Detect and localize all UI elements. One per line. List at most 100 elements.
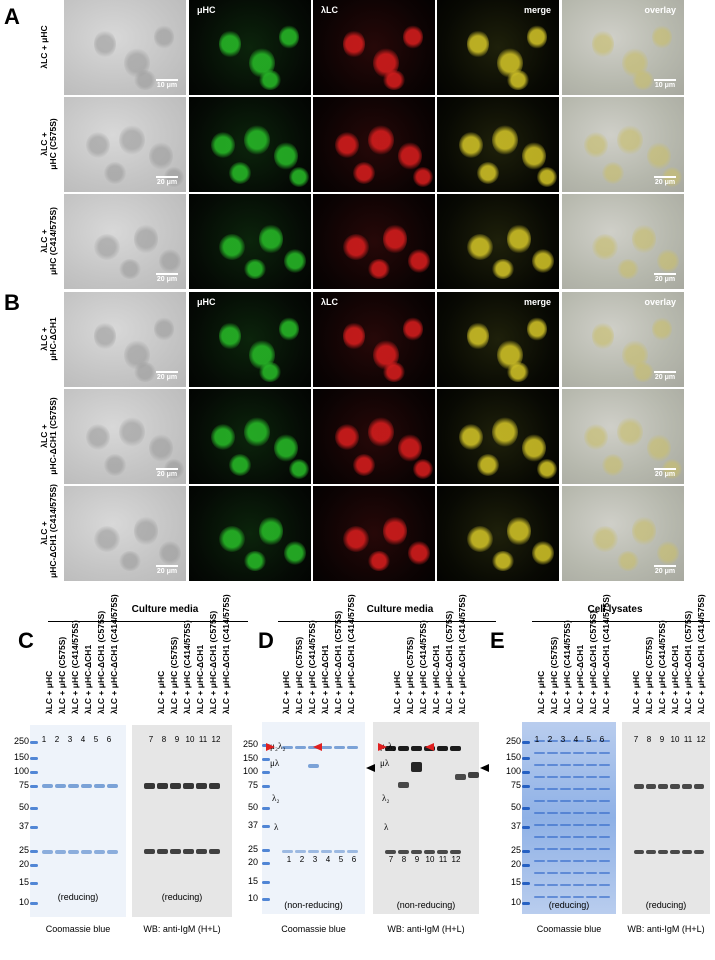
mw-marker-label: 10 [510,897,521,907]
scale-bar-line [654,371,676,373]
gel-band [560,764,571,766]
row-label-line: μHC-ΔCH1 [48,317,58,361]
scale-bar-line [156,273,178,275]
cell-blob [532,249,554,273]
gel-band [547,872,558,874]
gel-band [144,783,155,789]
gel-band [534,800,545,802]
lane-label: λLC + μHC (C575S) [169,636,179,714]
gel-band [573,896,584,898]
gel-band [560,848,571,850]
gel-band [560,812,571,814]
cell-blob [527,25,547,49]
section-line-e [532,621,710,622]
mw-marker-label: 20 [510,859,521,869]
gel-band [347,850,358,853]
cell-blob [632,362,654,382]
lane-number: 3 [560,735,566,744]
gel-band [55,850,66,854]
cell-blob [211,424,235,450]
gel-band [560,788,571,790]
lane-label: λLC + μHC (C414/575S) [70,620,80,714]
panel-label-b: B [4,290,20,315]
scale-bar-label: 20 μm [156,568,178,575]
lane-number: 5 [338,855,344,864]
scale-bar-label: 20 μm [156,471,178,478]
gel-band [450,850,461,854]
gel-band [547,836,558,838]
species-mulambda: μλ [270,758,280,768]
cell-blob [149,434,173,462]
channel-label: λLC [321,5,339,15]
mw-marker-label: 25 [18,845,29,855]
overlay-image: 20 μm [562,97,684,192]
cell-blob [353,162,375,184]
gel-band [455,774,466,780]
caption-wb: WB: anti-IgM (H+L) [143,924,221,934]
uhc-image [189,389,311,484]
gel-band [694,784,704,789]
gel-band [599,896,610,898]
overlay-image: overlay 20 μm [562,292,684,387]
scale-bar: 20 μm [654,176,676,186]
gel-band [321,746,332,749]
gel-band [262,881,270,884]
row-label: λLC + μHC [39,2,58,92]
arrowhead [378,743,387,751]
gel-band [522,826,530,829]
gel-band [534,824,545,826]
mw-marker-label: 50 [510,802,521,812]
caption-coomassie: Coomassie blue [281,924,346,934]
cell-blob [368,551,390,571]
gel-band [437,850,448,854]
row-label-line: λLC + μHC [39,25,49,69]
gel-band [573,872,584,874]
gel-band [81,850,92,854]
lane-label: λLC + μHC (C575S) [294,636,304,714]
channel-label: μHC [197,5,216,15]
cell-blob [522,142,546,170]
lane-label: λLC + μHC [392,670,402,714]
lane-label: λLC + μHC-ΔCH1 (C414/575S) [346,594,356,714]
lane-label: λLC + μHC-ΔCH1 (C414/575S) [696,594,706,714]
caption-coomassie: Coomassie blue [536,924,602,934]
gel-band [534,896,545,898]
lane-number: 9 [414,855,420,864]
gel-band [586,848,597,850]
cell-blob [259,70,281,90]
gel-band [55,784,66,788]
cell-blob [86,132,110,158]
gel-band [599,800,610,802]
scale-bar-line [654,176,676,178]
mw-marker-label: 10 [18,897,29,907]
cell-blob [229,454,251,476]
gel-band [547,848,558,850]
gel-band [522,771,530,774]
gel-band [547,740,558,742]
gel-band [586,836,597,838]
section-line-c [48,621,248,622]
cell-blob [617,551,639,571]
lane-label: λLC + μHC-ΔCH1 (C575S) [96,610,106,714]
lane-number: 2 [299,855,305,864]
cell-blob [219,234,245,260]
mw-marker-label: 250 [242,739,258,749]
lane-number: 9 [659,735,665,744]
scale-bar-label: 10 μm [654,82,676,89]
cell-blob [507,516,531,546]
scale-bar: 10 μm [156,79,178,89]
arrowhead [425,743,434,751]
row-label-line: μHC (C575S) [48,118,58,170]
gel-band [262,849,270,852]
gel-band [282,850,293,853]
cell-blob [335,132,359,158]
lane-number: 6 [599,735,605,744]
cell-blob [86,424,110,450]
lane-number: 2 [547,735,553,744]
gel-band [599,884,610,886]
gel-band [94,784,105,788]
lane-number: 8 [161,735,167,744]
gel-band [522,902,530,905]
gel-band [547,764,558,766]
lane-label: λLC + μHC (C414/575S) [418,620,428,714]
